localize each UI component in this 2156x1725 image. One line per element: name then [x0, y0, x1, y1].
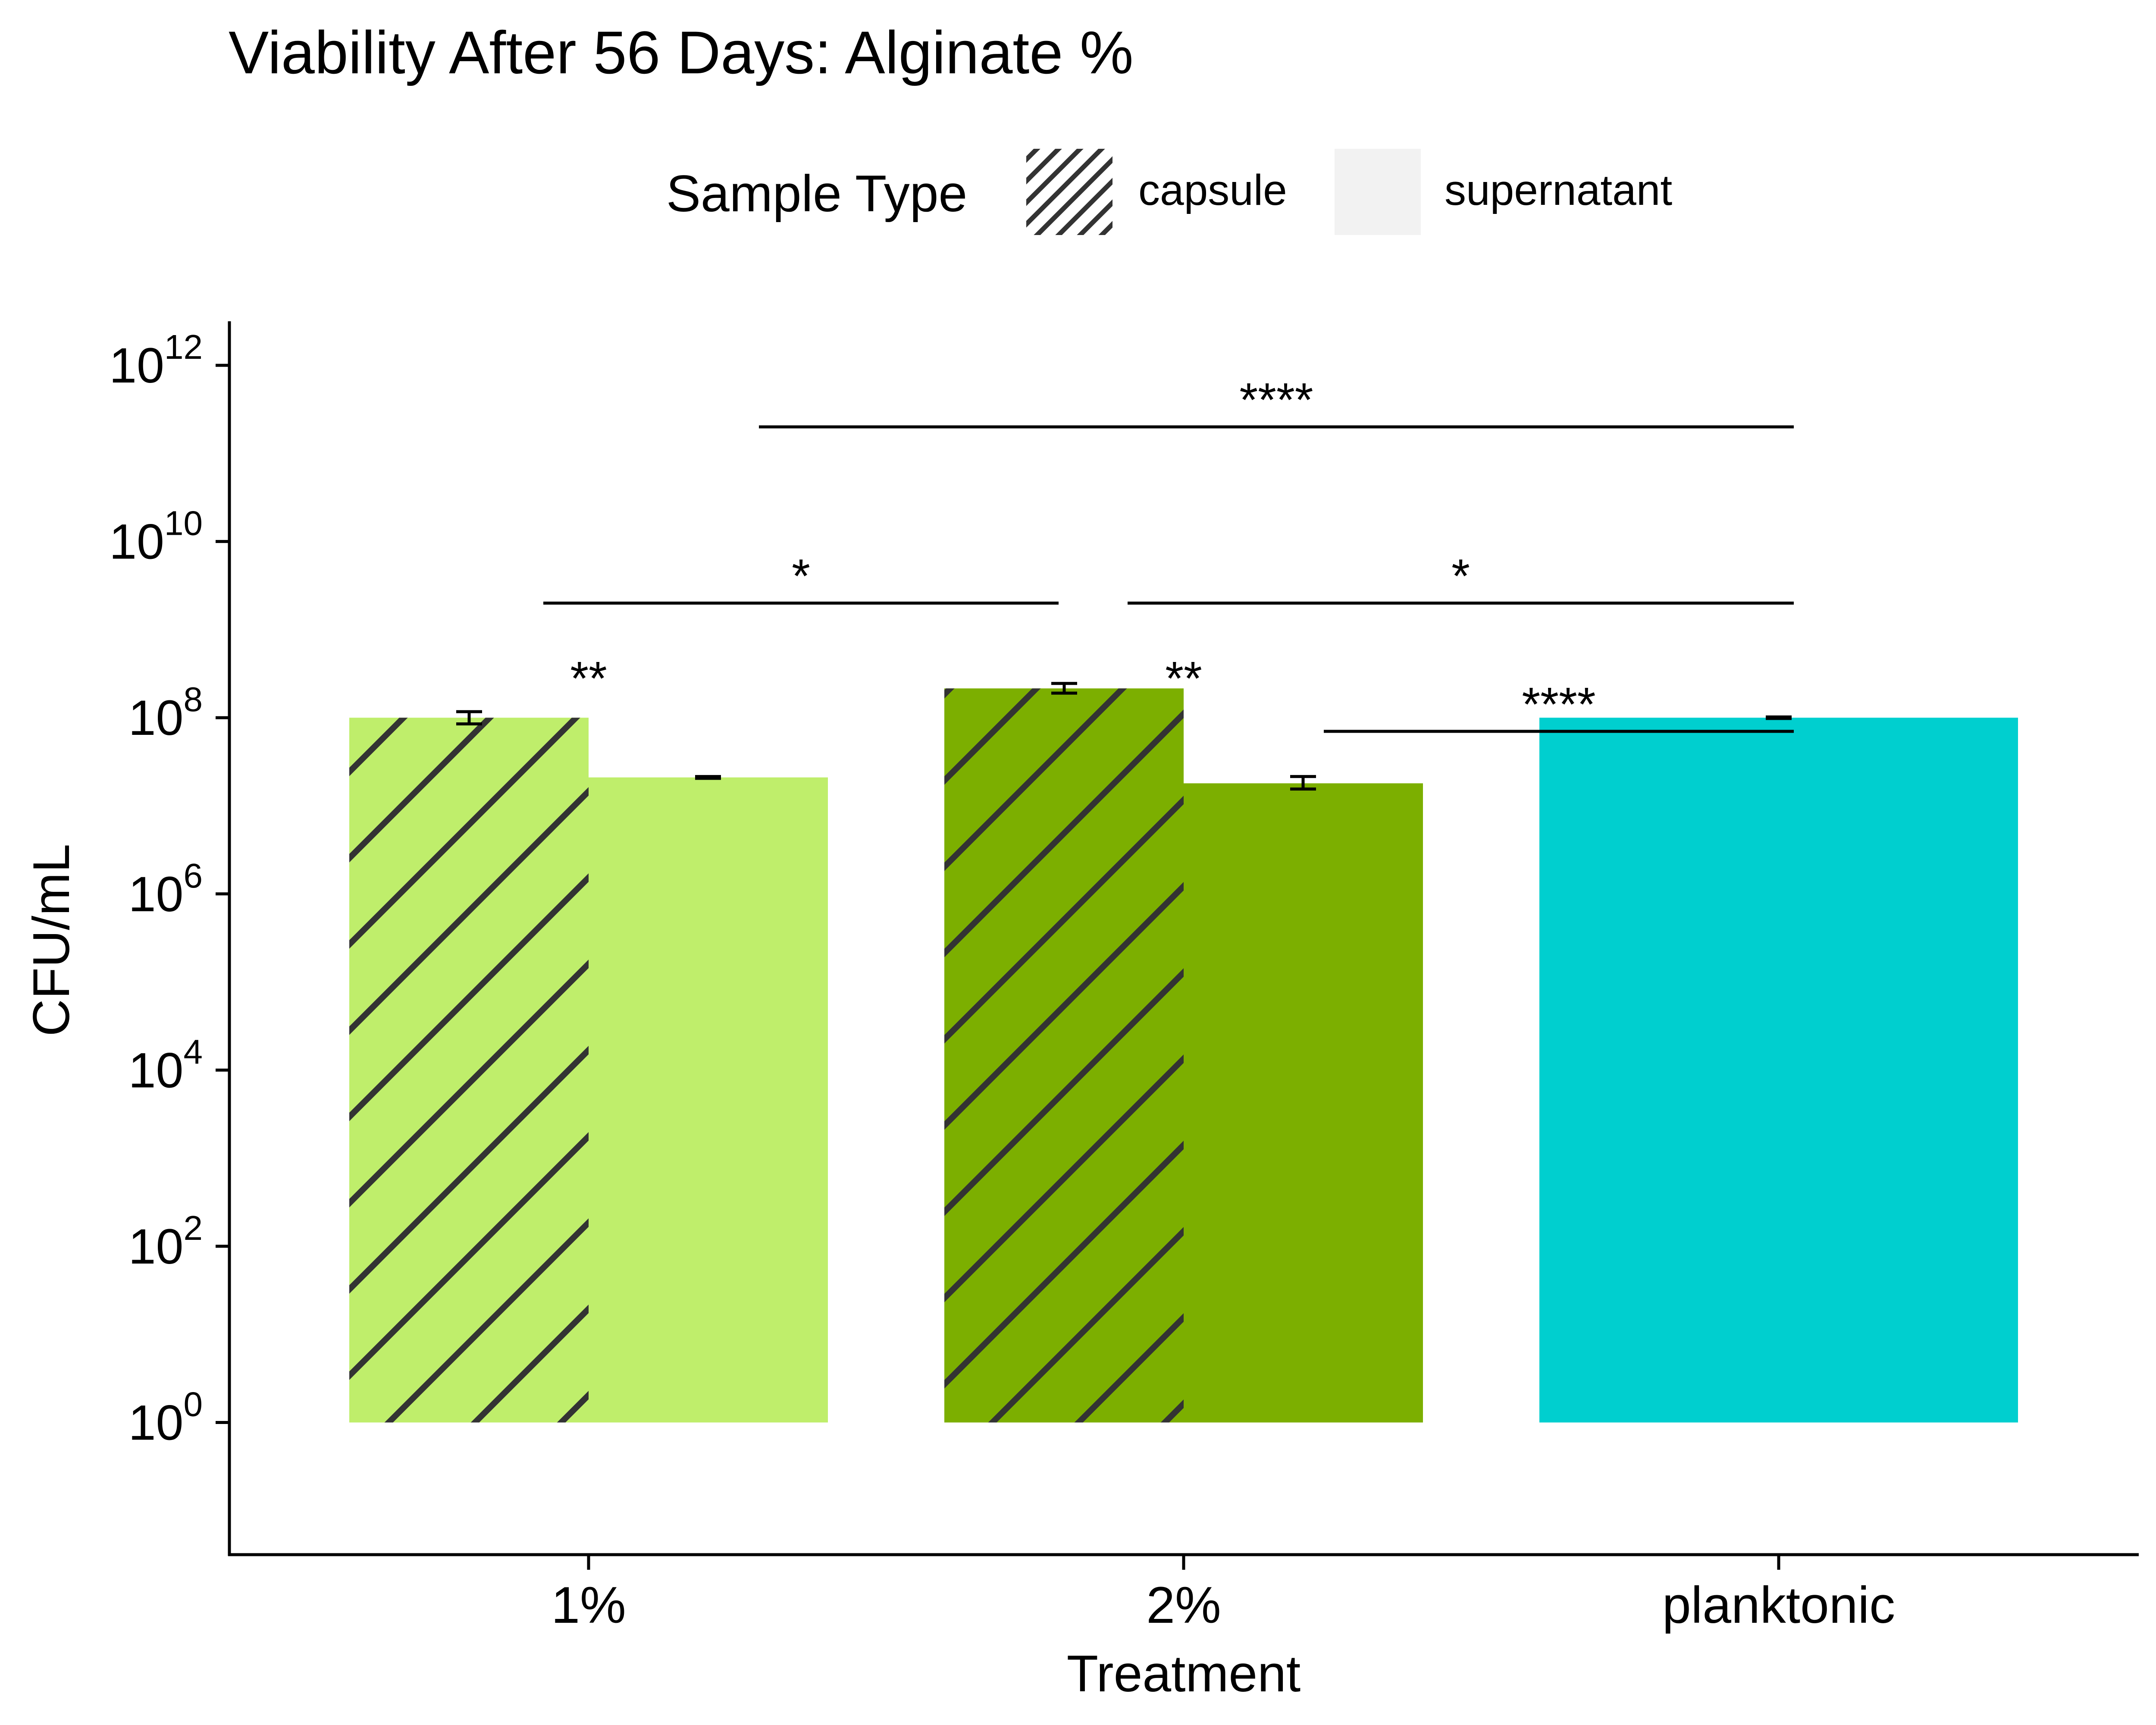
y-tick-label: 106	[128, 856, 203, 922]
significance-label-1%: **	[570, 652, 607, 705]
chart-title: Viability After 56 Days: Alginate %	[229, 19, 1134, 86]
y-axis-label: CFU/mL	[22, 844, 80, 1037]
x-axis-label: Treatment	[1067, 1645, 1300, 1703]
significance-bracket-label: ****	[1239, 373, 1313, 427]
y-tick-label: 104	[128, 1032, 203, 1098]
significance-bracket-label: *	[792, 549, 810, 602]
significance-layer: ** ******* *****	[543, 373, 1794, 733]
bar-stripes-2%-capsule	[944, 688, 1184, 1423]
legend-label-capsule: capsule	[1138, 166, 1287, 214]
x-axis-ticks: 1% 2% planktonic	[551, 1555, 1895, 1634]
legend-swatch-supernatant	[1335, 149, 1421, 235]
x-tick-label: 2%	[1146, 1576, 1221, 1634]
legend-swatch-capsule	[1026, 149, 1112, 235]
error-bars-layer	[456, 682, 1792, 791]
significance-bracket-label: *	[1451, 549, 1470, 602]
legend-title: Sample Type	[666, 165, 967, 223]
x-tick-label: 1%	[551, 1576, 626, 1634]
y-tick-label: 100	[128, 1385, 203, 1451]
bar-2%-supernatant	[1184, 783, 1423, 1423]
legend: Sample Type capsule supernatant	[666, 149, 1672, 235]
y-tick-label: 1010	[109, 504, 203, 570]
x-tick-label: planktonic	[1662, 1576, 1895, 1634]
significance-label-2%: **	[1165, 652, 1202, 705]
bar-stripes-1%-capsule	[349, 718, 589, 1423]
bar-planktonic-supernatant	[1539, 718, 2018, 1423]
y-tick-label: 108	[128, 680, 203, 746]
bar-1%-supernatant	[589, 777, 828, 1423]
bars-layer	[349, 688, 2018, 1423]
y-tick-label: 1012	[109, 328, 203, 393]
significance-bracket-label: ****	[1522, 678, 1595, 731]
legend-label-supernatant: supernatant	[1445, 166, 1672, 214]
y-axis-ticks: 100 102 104 106 108 1010 1012	[109, 328, 229, 1451]
y-tick-label: 102	[128, 1209, 203, 1274]
